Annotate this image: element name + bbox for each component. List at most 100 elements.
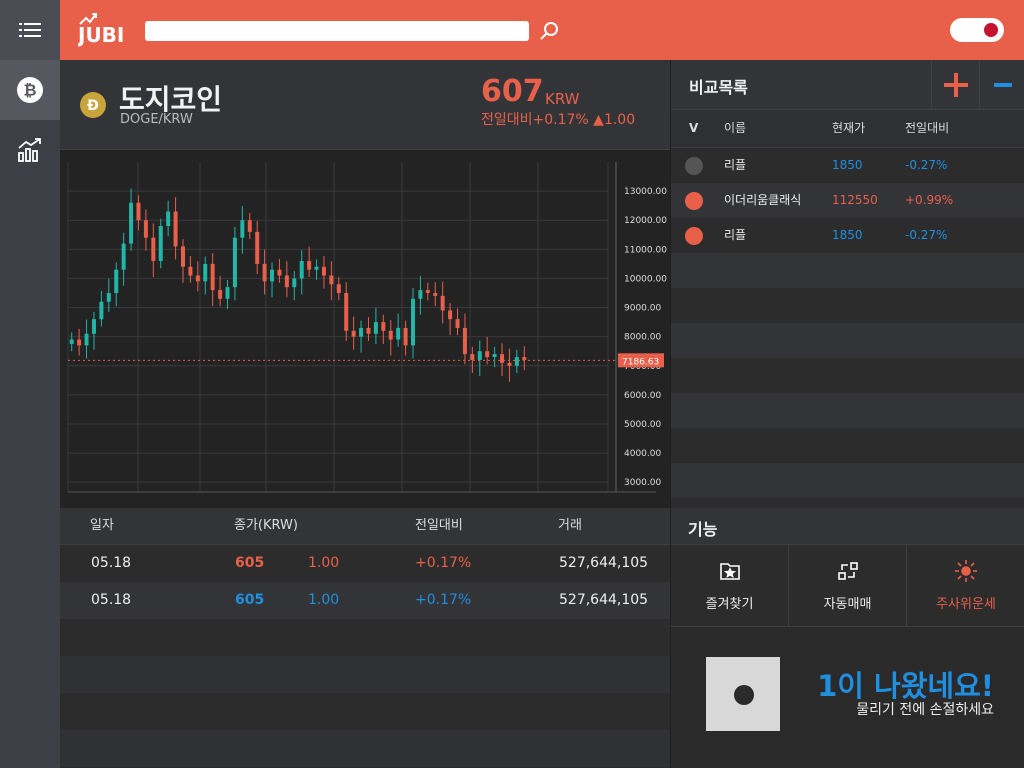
search-icon[interactable] bbox=[538, 20, 560, 42]
candle-body bbox=[373, 322, 378, 334]
candle-body bbox=[344, 292, 349, 331]
functions-panel: 기능 즐겨찾기 자동매매 주사위운세 bbox=[670, 508, 1024, 626]
jubi-logo: JUBI bbox=[78, 13, 124, 47]
y-tick-label: 12000.00 bbox=[624, 216, 667, 226]
status-dot bbox=[685, 192, 703, 210]
candle-body bbox=[225, 287, 230, 299]
candle-body bbox=[210, 263, 215, 291]
y-tick-label: 8000.00 bbox=[624, 333, 661, 343]
compare-header: 비교목록 bbox=[671, 60, 1024, 110]
dice-result-banner: 1이 나왔네요! 물리기 전에 손절하세요 bbox=[670, 626, 1024, 768]
candle-body bbox=[195, 275, 200, 282]
coin-pair: DOGE/KRW bbox=[120, 112, 193, 127]
add-compare-button[interactable] bbox=[931, 60, 979, 110]
price-chart[interactable]: 13000.00 12000.00 11000.00 10000.00 9000.00 8… bbox=[60, 150, 670, 508]
candle-body bbox=[247, 220, 252, 232]
candle-body bbox=[262, 263, 267, 282]
candle-body bbox=[314, 266, 319, 270]
item-price: 1850 bbox=[832, 228, 863, 242]
price-change: 전일대비+0.17% ▲1.00 bbox=[481, 112, 636, 128]
col-close: 종가(KRW) bbox=[234, 518, 298, 533]
candle-body bbox=[396, 327, 401, 340]
chart-growth-icon bbox=[18, 138, 41, 162]
price-unit: KRW bbox=[545, 90, 580, 108]
candle-body bbox=[455, 319, 460, 328]
item-price: 1850 bbox=[832, 158, 863, 172]
menu-button[interactable] bbox=[0, 0, 60, 60]
col-date: 일자 bbox=[90, 518, 114, 533]
y-tick-label: 4000.00 bbox=[624, 449, 661, 459]
empty-row bbox=[60, 730, 670, 767]
row-pct: +0.17% bbox=[415, 555, 472, 571]
row-close: 605 bbox=[235, 592, 265, 608]
y-tick-label: 9000.00 bbox=[624, 304, 661, 314]
empty-row bbox=[671, 358, 1024, 393]
candle-body bbox=[381, 322, 386, 331]
col-change: 전일대비 bbox=[415, 518, 463, 533]
top-bar: JUBI bbox=[60, 0, 1024, 60]
candle-body bbox=[448, 310, 453, 320]
candle-body bbox=[292, 278, 297, 288]
candle-body bbox=[121, 243, 126, 270]
compare-list-panel: 비교목록 V 이름 현재가 전일대비 리플 1850 -0.27% 이더리움클래… bbox=[670, 60, 1024, 508]
y-tick-label: 10000.00 bbox=[624, 274, 667, 284]
candle-body bbox=[351, 330, 356, 337]
y-tick-label: 6000.00 bbox=[624, 391, 661, 401]
candle-body bbox=[158, 226, 163, 261]
svg-text:₿: ₿ bbox=[23, 81, 36, 100]
candle-body bbox=[188, 266, 193, 276]
candle-body bbox=[514, 357, 519, 366]
row-diff: 1.00 bbox=[308, 555, 340, 571]
candle-body bbox=[114, 269, 119, 293]
row-volume: 527,644,105 bbox=[559, 555, 649, 571]
candle-body bbox=[284, 275, 289, 288]
col-volume: 거래 bbox=[558, 518, 582, 533]
item-change: -0.27% bbox=[905, 158, 948, 172]
table-row[interactable]: 05.18 605 1.00 +0.17% 527,644,105 bbox=[60, 545, 670, 582]
list-item[interactable]: 리플 1850 -0.27% bbox=[671, 218, 1024, 253]
list-item[interactable]: 이더리움클래식 112550 +0.99% bbox=[671, 183, 1024, 218]
row-date: 05.18 bbox=[91, 555, 132, 571]
candle-body bbox=[307, 260, 312, 270]
dice-fortune-button[interactable]: 주사위운세 bbox=[907, 545, 1024, 626]
candlestick-chart[interactable]: 13000.00 12000.00 11000.00 10000.00 9000.00 8… bbox=[60, 150, 670, 508]
candle-body bbox=[129, 202, 134, 244]
history-header: 일자 종가(KRW) 전일대비 거래 bbox=[60, 508, 670, 545]
empty-row bbox=[671, 393, 1024, 428]
favorites-button[interactable]: 즐겨찾기 bbox=[671, 545, 789, 626]
empty-row bbox=[671, 463, 1024, 498]
item-name: 이더리움클래식 bbox=[724, 193, 802, 207]
rail-chart-button[interactable] bbox=[0, 120, 60, 180]
dice-face-one bbox=[706, 657, 780, 731]
empty-row bbox=[671, 428, 1024, 463]
current-price: 607 bbox=[481, 74, 544, 109]
status-dot bbox=[685, 227, 703, 245]
status-dot bbox=[685, 157, 703, 175]
auto-trade-button[interactable]: 자동매매 bbox=[789, 545, 907, 626]
item-name: 리플 bbox=[724, 158, 747, 172]
current-price-label: 7186.63 bbox=[622, 357, 659, 367]
item-change: -0.27% bbox=[905, 228, 948, 242]
candle-body bbox=[84, 333, 89, 346]
theme-toggle[interactable] bbox=[950, 18, 1004, 42]
candle-body bbox=[329, 275, 334, 285]
y-tick-label: 3000.00 bbox=[624, 478, 661, 488]
candle-body bbox=[321, 266, 326, 276]
col-price: 현재가 bbox=[832, 121, 866, 135]
remove-compare-button[interactable] bbox=[979, 60, 1024, 110]
item-price: 112550 bbox=[832, 193, 878, 207]
candle-body bbox=[77, 339, 82, 346]
candle-body bbox=[492, 354, 497, 358]
candle-body bbox=[136, 202, 141, 221]
sun-icon bbox=[955, 560, 977, 582]
candle-body bbox=[411, 298, 415, 346]
rail-coin-button[interactable]: ₿ bbox=[0, 60, 60, 120]
list-item[interactable]: 리플 1850 -0.27% bbox=[671, 148, 1024, 183]
table-row[interactable]: 05.18 605 1.00 +0.17% 527,644,105 bbox=[60, 582, 670, 619]
col-v[interactable]: V bbox=[689, 121, 699, 135]
auto-trade-icon bbox=[837, 562, 858, 580]
search-input[interactable] bbox=[145, 21, 529, 41]
functions-title: 기능 bbox=[688, 520, 718, 539]
candle-body bbox=[500, 354, 505, 363]
candle-body bbox=[255, 231, 260, 264]
